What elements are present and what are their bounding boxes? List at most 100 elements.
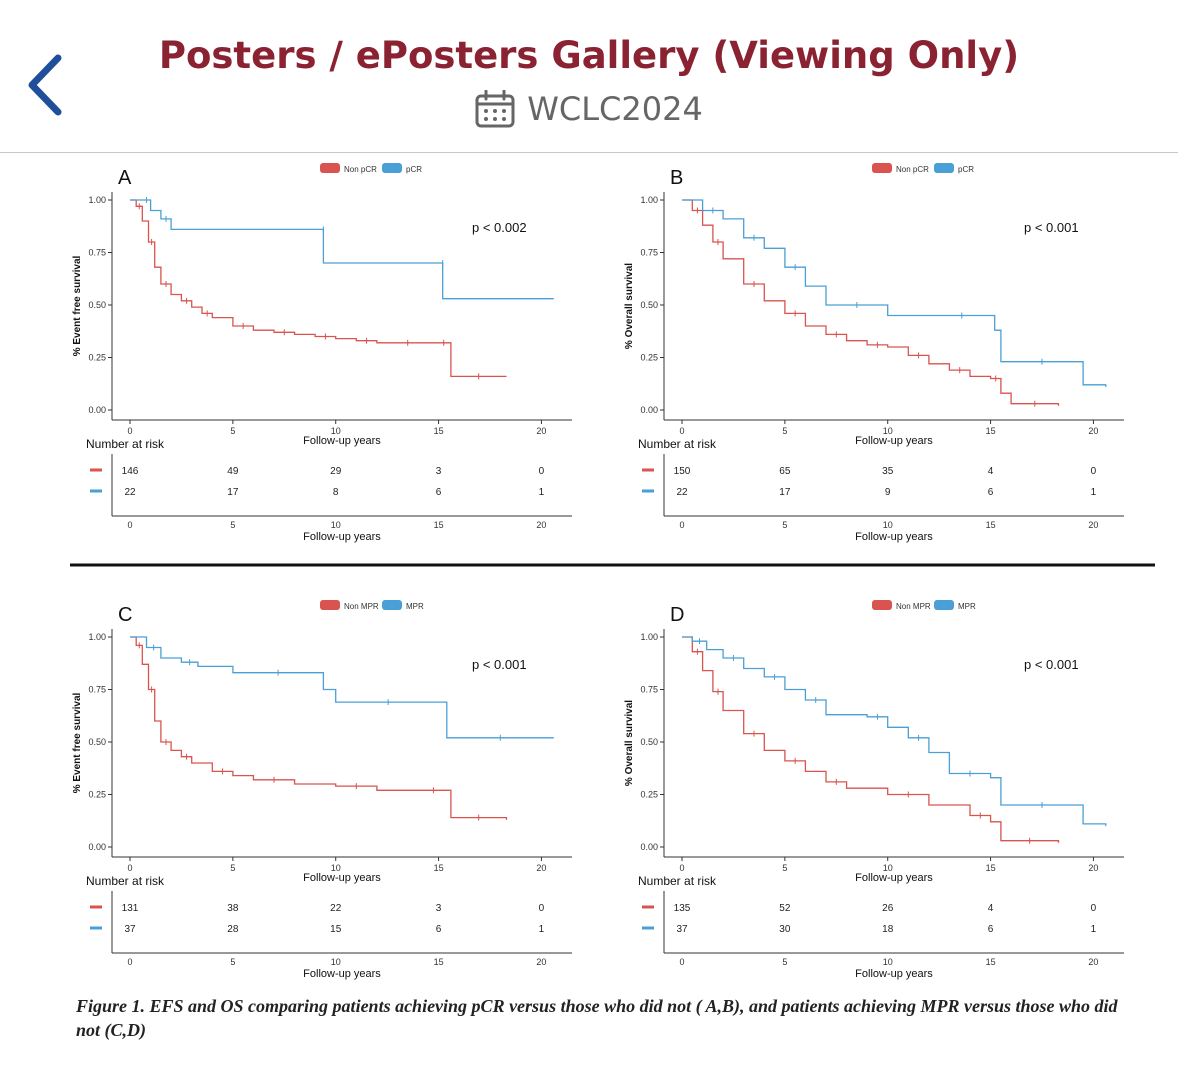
y-tick-label: 1.00 — [640, 632, 658, 642]
y-axis-label: % Overall survival — [624, 263, 635, 349]
km-curve-non-responder — [682, 636, 1060, 843]
legend-label: MPR — [406, 602, 424, 611]
event-subtitle: WCLC2024 — [0, 90, 1178, 133]
legend-swatch — [934, 600, 954, 610]
risk-count: 1 — [539, 487, 545, 498]
x-axis-label: Follow-up years — [855, 435, 933, 447]
risk-x-tick-label: 5 — [782, 520, 787, 530]
risk-count: 3 — [436, 903, 442, 914]
risk-x-tick-label: 10 — [331, 957, 341, 967]
risk-count: 6 — [988, 487, 994, 498]
y-axis-label: % Event free survival — [72, 255, 83, 356]
app-header: Posters / ePosters Gallery (Viewing Only… — [0, 0, 1178, 152]
calendar-icon — [475, 90, 515, 128]
legend-label: Non pCR — [896, 165, 929, 174]
y-tick-label: 0.25 — [88, 790, 106, 800]
legend-swatch — [934, 163, 954, 173]
risk-count: 49 — [227, 466, 239, 477]
risk-count: 8 — [333, 487, 339, 498]
risk-x-axis-label: Follow-up years — [303, 968, 381, 980]
x-tick-label: 5 — [782, 426, 787, 436]
risk-count: 22 — [330, 903, 342, 914]
y-axis-label: % Event free survival — [72, 692, 83, 793]
km-curve-non-responder — [682, 199, 1060, 406]
x-tick-label: 0 — [679, 863, 684, 873]
x-tick-label: 15 — [986, 426, 996, 436]
legend-label: pCR — [406, 165, 422, 174]
risk-count: 35 — [882, 466, 894, 477]
y-tick-label: 1.00 — [640, 195, 658, 205]
y-tick-label: 0.25 — [640, 353, 658, 363]
chevron-left-icon — [28, 54, 62, 116]
risk-count: 0 — [1091, 903, 1097, 914]
risk-x-axis-label: Follow-up years — [855, 531, 933, 543]
risk-count: 18 — [882, 924, 894, 935]
x-tick-label: 0 — [679, 426, 684, 436]
x-tick-label: 20 — [1088, 863, 1098, 873]
x-tick-label: 20 — [536, 426, 546, 436]
y-tick-label: 0.25 — [640, 790, 658, 800]
x-tick-label: 15 — [986, 863, 996, 873]
risk-x-tick-label: 10 — [883, 520, 893, 530]
risk-x-tick-label: 20 — [536, 520, 546, 530]
risk-count: 29 — [330, 466, 342, 477]
risk-table-title: Number at risk — [86, 874, 165, 888]
back-button[interactable] — [22, 52, 72, 118]
x-tick-label: 0 — [127, 863, 132, 873]
risk-x-tick-label: 20 — [1088, 520, 1098, 530]
km-curve-non-responder — [130, 199, 507, 378]
x-axis-label: Follow-up years — [855, 872, 933, 884]
x-tick-label: 10 — [883, 863, 893, 873]
panel-letter: C — [118, 604, 132, 626]
y-tick-label: 0.50 — [640, 300, 658, 310]
risk-x-tick-label: 20 — [1088, 957, 1098, 967]
risk-count: 37 — [676, 924, 688, 935]
risk-count: 37 — [124, 924, 136, 935]
y-tick-label: 0.25 — [88, 353, 106, 363]
p-value: p < 0.001 — [1024, 220, 1079, 235]
risk-count: 4 — [988, 903, 994, 914]
poster-figure: A Non pCR pCR 0.00 0.25 0.50 0.75 1.00 0 5 10 15 20 F… — [0, 154, 1178, 1089]
legend-swatch — [320, 163, 340, 173]
risk-count: 30 — [779, 924, 791, 935]
y-tick-label: 0.75 — [88, 685, 106, 695]
x-tick-label: 5 — [782, 863, 787, 873]
panel-letter: A — [118, 167, 132, 189]
risk-x-tick-label: 15 — [986, 520, 996, 530]
y-tick-label: 0.75 — [640, 685, 658, 695]
risk-count: 135 — [674, 903, 691, 914]
panel-letter: D — [670, 604, 684, 626]
risk-x-axis-label: Follow-up years — [855, 968, 933, 980]
risk-x-tick-label: 15 — [434, 520, 444, 530]
risk-count: 65 — [779, 466, 791, 477]
x-tick-label: 10 — [331, 426, 341, 436]
risk-x-tick-label: 10 — [883, 957, 893, 967]
y-tick-label: 1.00 — [88, 632, 106, 642]
p-value: p < 0.001 — [472, 657, 527, 672]
x-tick-label: 10 — [331, 863, 341, 873]
risk-count: 0 — [1091, 466, 1097, 477]
x-tick-label: 15 — [434, 863, 444, 873]
p-value: p < 0.001 — [1024, 657, 1079, 672]
risk-x-tick-label: 5 — [230, 957, 235, 967]
km-curve-responder — [682, 636, 1107, 826]
risk-count: 15 — [330, 924, 342, 935]
x-tick-label: 5 — [230, 426, 235, 436]
risk-count: 1 — [1091, 924, 1097, 935]
x-tick-label: 15 — [434, 426, 444, 436]
risk-table-title: Number at risk — [638, 874, 717, 888]
y-tick-label: 0.75 — [640, 248, 658, 258]
km-curve-responder — [130, 636, 554, 739]
legend-swatch — [872, 163, 892, 173]
risk-table-title: Number at risk — [86, 437, 165, 451]
risk-count: 52 — [779, 903, 791, 914]
y-tick-label: 0.00 — [88, 405, 106, 415]
risk-x-tick-label: 10 — [331, 520, 341, 530]
risk-count: 3 — [436, 466, 442, 477]
legend-label: pCR — [958, 165, 974, 174]
risk-x-tick-label: 5 — [230, 520, 235, 530]
